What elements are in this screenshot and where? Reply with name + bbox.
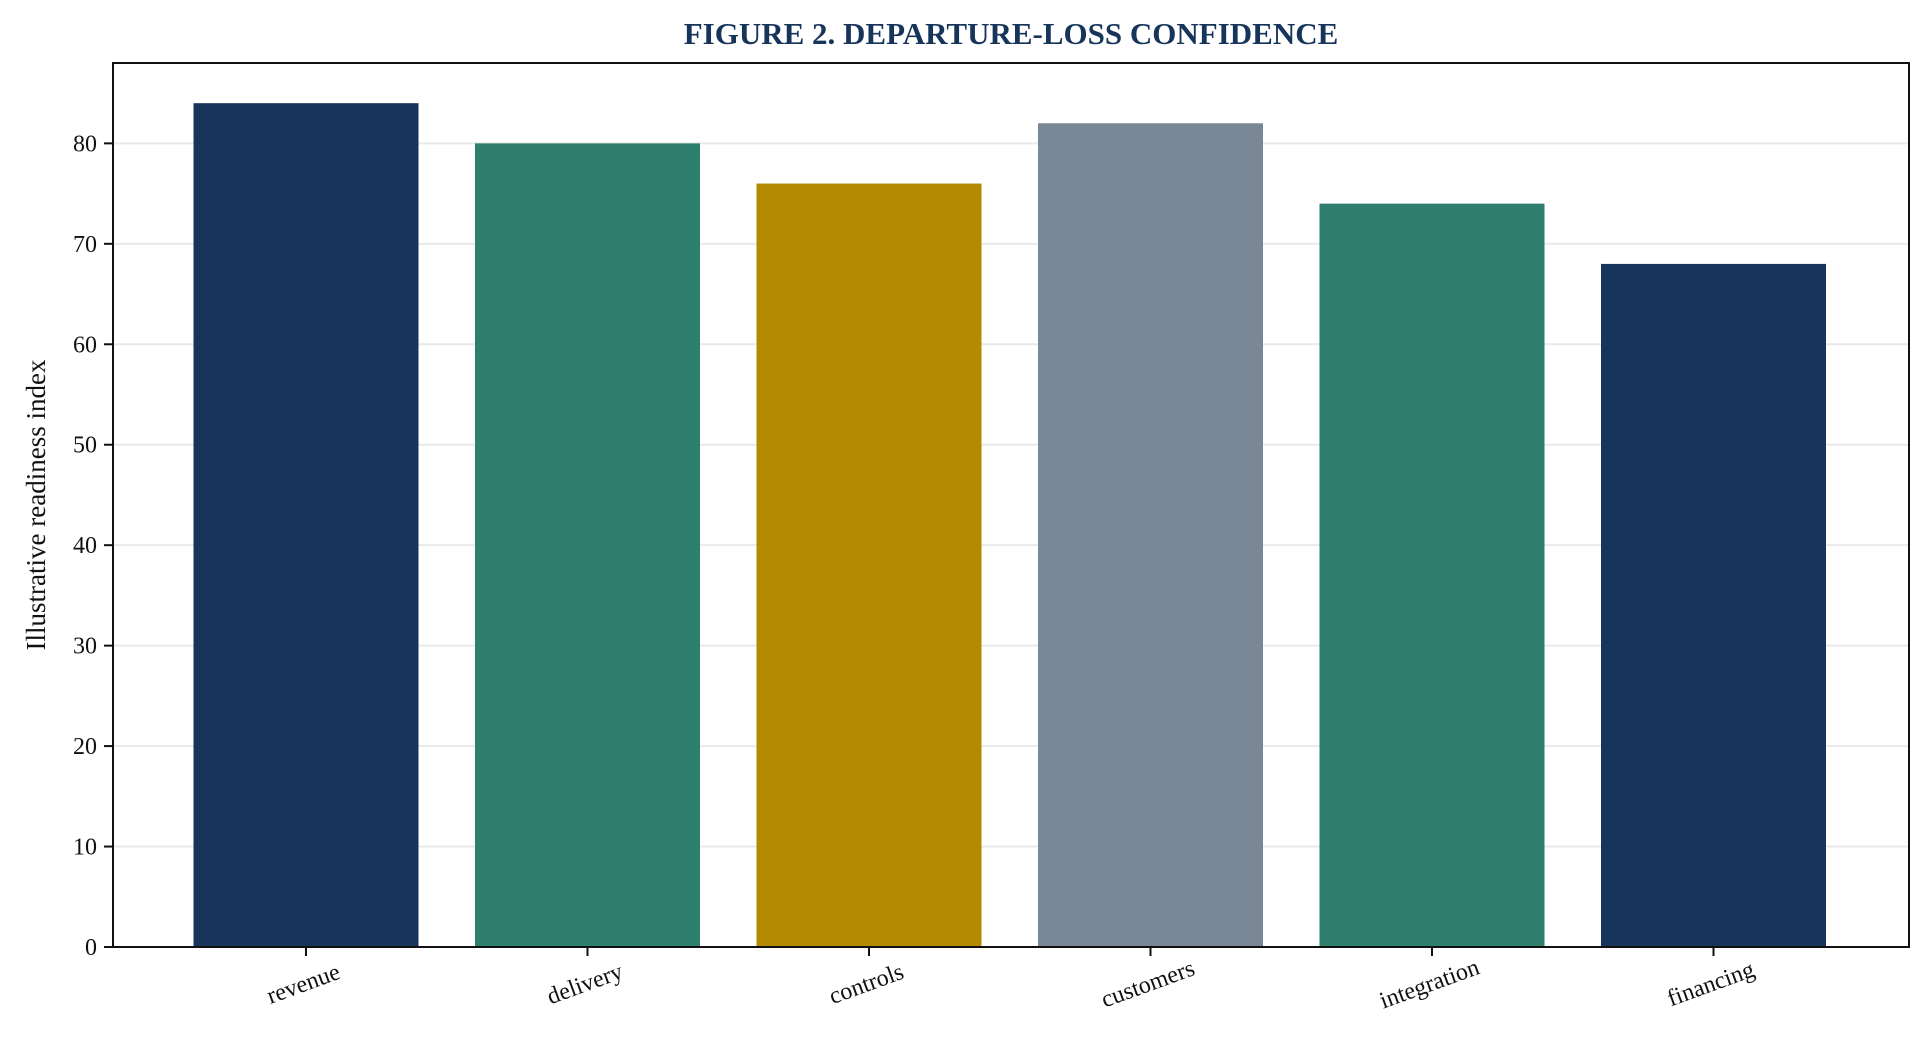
x-tick-label-integration: integration — [1376, 954, 1483, 1014]
y-tick-label: 40 — [73, 533, 97, 559]
bar-revenue — [193, 103, 419, 947]
bar-integration — [1319, 203, 1545, 948]
y-axis-title: Illustrative readiness index — [21, 359, 51, 650]
x-tick-label-customers: customers — [1098, 956, 1198, 1014]
y-tick-label: 30 — [73, 634, 97, 660]
bar-delivery — [475, 143, 700, 947]
y-tick-label: 0 — [85, 935, 97, 961]
bars — [193, 103, 1826, 948]
y-tick-label: 60 — [73, 332, 97, 358]
bar-customers — [1038, 123, 1263, 948]
y-tick-label: 50 — [73, 433, 97, 459]
plot-frame — [112, 62, 1910, 948]
x-axis-ticks: revenue delivery controls customers integrat… — [263, 947, 1758, 1014]
bar-financing — [1601, 263, 1826, 948]
y-tick-label: 10 — [73, 835, 97, 861]
bar-controls — [756, 183, 982, 947]
y-axis-ticks: 0 10 20 30 40 50 60 70 80 — [73, 131, 113, 961]
y-tick-label: 70 — [73, 232, 97, 258]
x-tick-label-delivery: delivery — [544, 959, 627, 1010]
chart-title: FIGURE 2. DEPARTURE-LOSS CONFIDENCE — [684, 16, 1339, 51]
x-tick-label-revenue: revenue — [263, 959, 343, 1009]
x-tick-label-financing: financing — [1664, 957, 1758, 1012]
y-tick-label: 80 — [73, 131, 97, 157]
y-tick-label: 20 — [73, 734, 97, 760]
x-tick-label-controls: controls — [826, 959, 908, 1010]
